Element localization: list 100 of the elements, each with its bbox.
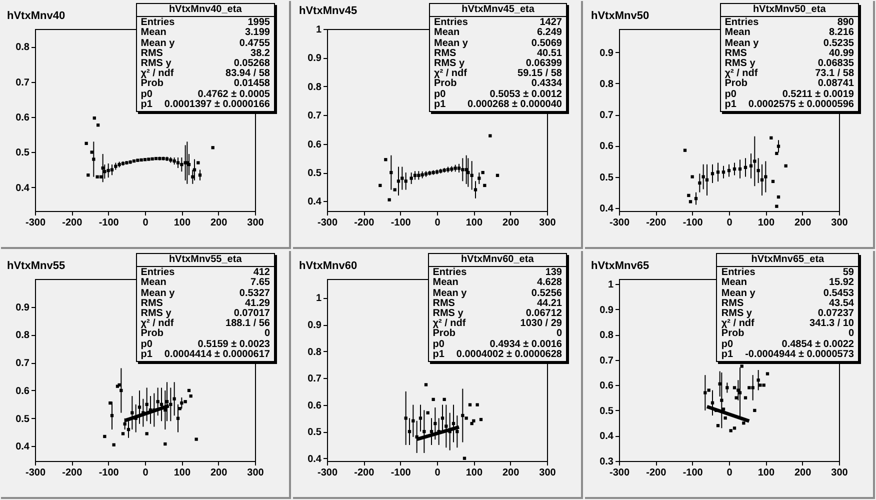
- x-tick-label: 100: [758, 218, 775, 228]
- annotation: 188.1 / 56: [226, 318, 270, 330]
- annotation: p1: [432, 348, 444, 360]
- annotation: RMS y: [434, 58, 465, 70]
- y-tick-label: 0.8: [600, 330, 614, 342]
- y-tick-label: 0.6: [308, 400, 322, 412]
- annotation: 0.05268: [234, 58, 270, 70]
- x-tick-label: -100: [98, 468, 120, 478]
- text: hVtxMnv45_eta: [430, 4, 566, 18]
- annotation: 0.5069: [531, 38, 562, 49]
- annotation: 0.5211 ± 0.0019: [782, 88, 854, 100]
- annotation: RMS: [432, 298, 455, 309]
- x-tick-label: -200: [646, 468, 667, 478]
- x-tick-label: -100: [390, 218, 412, 228]
- annotation: RMS y: [432, 308, 464, 320]
- x-tick-label: -300: [317, 468, 338, 478]
- annotation: 0.01458: [234, 78, 270, 90]
- annotation: χ² / ndf: [721, 318, 754, 330]
- text: Entries: [724, 17, 759, 28]
- text: 0: [264, 328, 270, 340]
- annotation: 0.0004002 ± 0.0000628: [456, 348, 562, 360]
- y-tick-label: 0.3: [600, 456, 614, 468]
- annotation: 6.249: [536, 27, 562, 39]
- y-tick-label: 0.8: [16, 330, 30, 342]
- annotation: 0.4854 ± 0.0022: [782, 338, 854, 350]
- y-tick-label: 0.6: [600, 141, 614, 152]
- annotation: RMS y: [724, 58, 756, 70]
- annotation: p0: [140, 338, 152, 350]
- y-tick-label: 0.6: [600, 380, 614, 392]
- annotation: Mean: [721, 277, 747, 289]
- annotation: p1: [434, 98, 446, 110]
- chart-title: hVtxMnv55: [7, 260, 66, 272]
- y-tick-label: 0.9: [308, 53, 322, 64]
- text: 412: [253, 267, 270, 278]
- annotation: RMS y: [140, 58, 172, 70]
- text: 59: [842, 267, 854, 278]
- annotation: p1: [724, 98, 736, 110]
- x-tick-label: 200: [210, 468, 228, 478]
- text: hVtxMnv60_eta: [428, 254, 566, 268]
- x-tick-label: 100: [466, 468, 483, 478]
- annotation: Mean y: [140, 38, 175, 49]
- annotation: 83.94 / 58: [226, 68, 270, 80]
- annotation: 44.21: [536, 298, 562, 309]
- annotation: 0.0001397 ± 0.0000166: [164, 98, 270, 110]
- x-tick-label: -200: [354, 468, 375, 478]
- annotation: 3.199: [244, 27, 270, 39]
- y-tick-label: 0.9: [308, 320, 322, 331]
- y-tick-label: 0.7: [16, 77, 30, 88]
- annotation: 0.4934 ± 0.0016: [490, 338, 562, 350]
- annotation: 43.54: [828, 298, 854, 309]
- y-tick-label: 0.5: [308, 168, 322, 180]
- y-tick-label: 0.4: [308, 196, 322, 208]
- y-tick-label: 0.8: [600, 78, 614, 90]
- text: 1427: [540, 17, 562, 28]
- annotation: χ² / ndf: [432, 318, 466, 330]
- annotation: χ² / ndf: [140, 318, 174, 330]
- y-tick-label: 0.7: [308, 110, 322, 122]
- x-tick-label: -100: [98, 218, 120, 228]
- x-tick-label: 300: [831, 218, 848, 228]
- annotation: 0.06399: [526, 58, 562, 70]
- annotation: 0.06835: [818, 58, 854, 70]
- annotation: Mean y: [432, 288, 467, 299]
- x-tick-label: 0: [434, 468, 441, 478]
- annotation: 59.15 / 58: [518, 68, 562, 80]
- x-tick-label: 100: [174, 468, 191, 478]
- y-tick-label: 0.8: [16, 42, 30, 54]
- x-tick-label: 200: [502, 218, 520, 228]
- annotation: p0: [434, 88, 446, 100]
- annotation: Mean y: [721, 288, 756, 299]
- y-tick-label: 0.9: [16, 302, 30, 314]
- y-tick-label: 0.7: [16, 358, 30, 370]
- x-tick-label: 0: [726, 468, 733, 478]
- annotation: 15.92: [828, 277, 854, 289]
- x-tick-label: -100: [682, 468, 704, 478]
- text: 0: [848, 328, 854, 340]
- annotation: Prob: [140, 78, 164, 90]
- text: hVtxMnv65_eta: [717, 254, 858, 268]
- x-tick-label: 0: [434, 218, 441, 228]
- text: 0: [556, 328, 562, 340]
- annotation: 1030 / 29: [520, 318, 562, 330]
- y-tick-label: 1: [608, 280, 614, 291]
- annotation: -0.0004944 ± 0.0000573: [745, 348, 854, 360]
- annotation: RMS y: [721, 308, 752, 320]
- y-tick-label: 0.6: [16, 112, 30, 124]
- x-tick-label: 200: [794, 468, 812, 478]
- text: hVtxMnv50_eta: [720, 4, 858, 18]
- text: Entries: [140, 17, 175, 28]
- x-tick-label: 300: [247, 468, 264, 478]
- y-tick-label: 0.6: [16, 386, 30, 397]
- annotation: RMS: [434, 48, 456, 59]
- annotation: 0.5453: [823, 288, 854, 299]
- y-tick-label: 1: [316, 24, 322, 36]
- x-tick-label: -300: [317, 218, 338, 228]
- annotation: p0: [432, 338, 444, 350]
- text: 1995: [248, 17, 270, 28]
- x-tick-label: 100: [174, 218, 191, 228]
- annotation: Mean: [724, 27, 750, 39]
- annotation: Prob: [434, 78, 457, 90]
- x-tick-label: -100: [682, 218, 704, 228]
- annotation: Mean: [432, 277, 458, 289]
